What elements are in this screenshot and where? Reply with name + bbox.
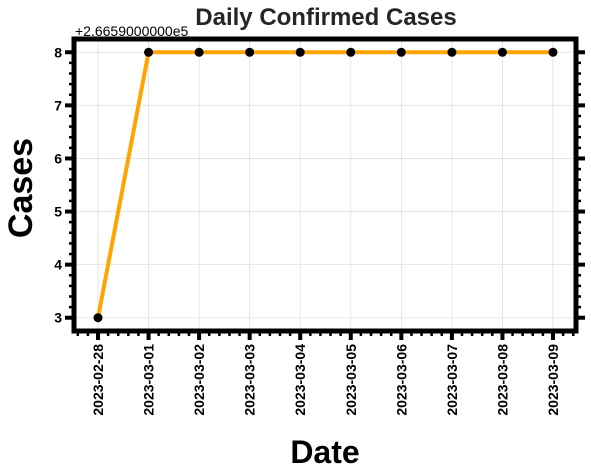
data-point bbox=[245, 47, 255, 57]
series bbox=[93, 47, 558, 323]
x-axis-label: Date bbox=[290, 434, 359, 470]
series-line bbox=[96, 50, 553, 319]
y-tick-label: 3 bbox=[54, 310, 62, 326]
chart-title: Daily Confirmed Cases bbox=[195, 4, 456, 31]
x-tick-label: 2023-03-08 bbox=[494, 344, 510, 416]
y-tick-label: 4 bbox=[54, 257, 62, 273]
x-tick-label: 2023-03-02 bbox=[191, 344, 207, 416]
y-tick-label: 5 bbox=[54, 204, 62, 220]
data-point bbox=[548, 47, 558, 57]
x-tick-label: 2023-03-01 bbox=[141, 344, 157, 416]
y-tick-label: 8 bbox=[54, 44, 62, 60]
y-tick-label: 6 bbox=[54, 150, 62, 166]
data-point bbox=[144, 47, 154, 57]
x-tick-label: 2023-03-06 bbox=[393, 344, 409, 416]
x-tick-label: 2023-03-04 bbox=[292, 344, 308, 416]
y-tick-label: 7 bbox=[54, 97, 62, 113]
data-point bbox=[447, 47, 457, 57]
x-tick-label: 2023-03-09 bbox=[545, 344, 561, 416]
x-tick-label: 2023-03-05 bbox=[343, 344, 359, 416]
axis-ticks: 3 4 5 6 7 8 2023-02-28 2023-03-01 2023-03-02 2023… bbox=[54, 44, 585, 416]
data-point bbox=[295, 47, 305, 57]
x-tick-label: 2023-02-28 bbox=[90, 344, 106, 416]
data-point bbox=[346, 47, 356, 57]
data-point bbox=[93, 313, 103, 323]
y-axis-label: Cases bbox=[2, 138, 40, 238]
plot-frame bbox=[71, 36, 579, 334]
data-point bbox=[497, 47, 507, 57]
x-tick-label: 2023-03-03 bbox=[242, 344, 258, 416]
x-tick-label: 2023-03-07 bbox=[444, 344, 460, 416]
y-offset-label: +2.6659000000e5 bbox=[75, 23, 188, 39]
data-point bbox=[194, 47, 204, 57]
data-point bbox=[396, 47, 406, 57]
grid bbox=[74, 39, 576, 331]
